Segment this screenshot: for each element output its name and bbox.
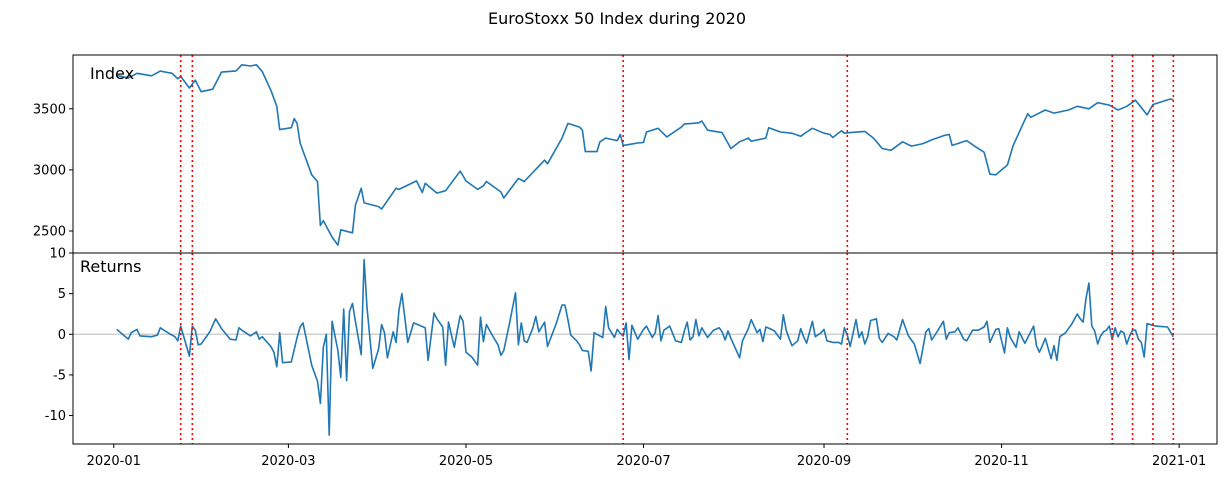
x-tick-label: 2020-01 [87,454,141,469]
y-tick-label: 3000 [33,163,66,178]
x-tick-label: 2020-11 [974,454,1028,469]
x-tick-label: 2020-07 [616,454,670,469]
chart-title: EuroStoxx 50 Index during 2020 [488,9,746,28]
x-tick-label: 2020-09 [797,454,851,469]
plot-frame [72,54,1218,254]
plot-frame [72,252,1218,445]
series-line-index [116,64,1174,246]
y-tick-label: 2500 [33,225,66,240]
y-tick-label: 5 [58,287,66,302]
y-tick-label: 0 [58,328,66,343]
y-tick-label: -5 [53,368,66,383]
returns-panel-label: Returns [80,257,141,276]
y-tick-label: 3500 [33,102,66,117]
x-tick-label: 2020-05 [439,454,493,469]
returns-panel: -10 -5 0 5 10 [45,247,1218,445]
y-tick-label: 10 [49,247,66,262]
y-tick-label: -10 [45,409,66,424]
index-panel: 2500 3000 3500 [33,54,1218,254]
x-tick-label: 2020-03 [261,454,315,469]
x-axis: 2020-01 2020-03 2020-05 2020-07 2020-09 2020-… [87,444,1206,469]
x-tick-label: 2021-01 [1152,454,1206,469]
index-panel-label: Index [90,64,134,83]
series-line-returns [116,258,1174,436]
